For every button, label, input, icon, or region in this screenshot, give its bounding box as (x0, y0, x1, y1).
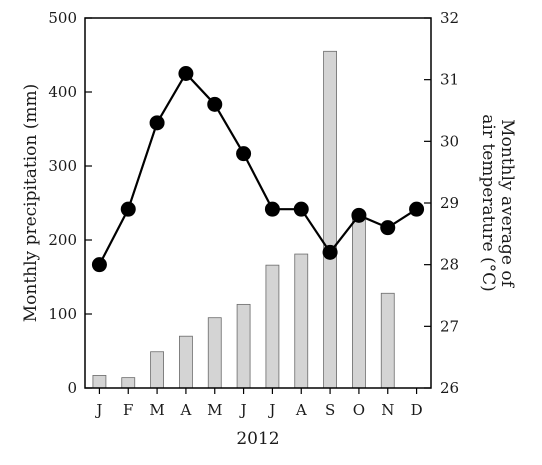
precip-bar-S-9 (323, 50, 337, 389)
right-tick-label: 28 (440, 256, 459, 274)
precip-bar-A-8 (294, 253, 309, 389)
temperature-point-10 (351, 207, 367, 223)
temperature-point-7 (264, 201, 280, 217)
y-axis-label-right-line1: Monthly average of (497, 119, 517, 288)
temperature-point-3 (149, 115, 165, 131)
temperature-line-layer (91, 66, 425, 273)
right-tick-label: 27 (440, 317, 459, 335)
temperature-point-9 (322, 244, 338, 260)
temperature-point-8 (293, 201, 309, 217)
temperature-point-2 (120, 201, 136, 217)
x-tick-label-8: A (295, 401, 307, 419)
left-tick-label: 100 (48, 305, 77, 323)
temperature-point-1 (91, 257, 107, 273)
x-tick-label-4: A (179, 401, 191, 419)
right-tick-label: 32 (440, 9, 459, 27)
x-tick-label-3: M (149, 401, 164, 419)
left-axis: 0 100 200 300 400 500 (48, 9, 92, 397)
x-tick-label-6: J (239, 401, 247, 419)
precip-bar-O-10 (352, 216, 366, 389)
x-tick-label-1: J (94, 401, 102, 419)
x-axis-label: 2012 (236, 429, 279, 449)
temperature-line (98, 71, 418, 266)
precip-bar-A-4 (179, 335, 193, 389)
x-tick-label-10: O (353, 401, 365, 419)
y-axis-label-right-line2: air temperature (°C) (478, 114, 498, 291)
precip-bar-F-2 (121, 377, 136, 389)
temperature-point-5 (207, 96, 223, 112)
left-tick-label: 200 (48, 231, 77, 249)
precip-bar-J-7 (265, 264, 280, 389)
x-tick-label-5: M (207, 401, 222, 419)
x-tick-label-7: J (267, 401, 275, 419)
right-tick-label: 26 (440, 379, 459, 397)
right-tick-label: 30 (440, 132, 459, 150)
precip-bar-M-5 (207, 317, 222, 389)
plot-frame (84, 17, 432, 389)
left-tick-label: 300 (48, 157, 77, 175)
left-tick-label: 0 (67, 379, 77, 397)
temperature-point-6 (236, 146, 252, 162)
right-tick-label: 29 (440, 194, 459, 212)
precip-bar-J-6 (236, 303, 251, 389)
x-tick-label-9: S (325, 401, 335, 419)
precip-bar-N-11 (380, 292, 395, 389)
precipitation-bars (92, 50, 395, 389)
temperature-point-11 (380, 220, 396, 236)
x-tick-label-12: D (411, 401, 423, 419)
precip-bar-J-1 (92, 375, 107, 389)
y-axis-label-left: Monthly precipitation (mm) (21, 84, 41, 323)
left-tick-label: 400 (48, 83, 77, 101)
x-tick-label-2: F (123, 401, 133, 419)
x-tick-label-11: N (381, 401, 394, 419)
left-tick-label: 500 (48, 9, 77, 27)
right-tick-label: 31 (440, 71, 459, 89)
temperature-point-4 (178, 66, 194, 81)
temperature-point-12 (409, 201, 425, 217)
right-axis: 26 27 28 29 30 31 32 (424, 9, 459, 397)
precip-bar-M-3 (150, 351, 164, 389)
